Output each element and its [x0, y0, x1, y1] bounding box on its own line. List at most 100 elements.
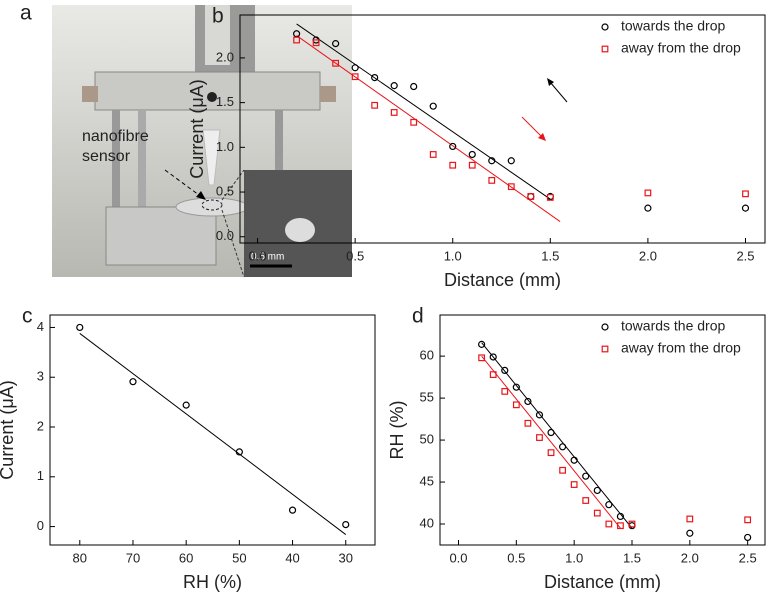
point	[512, 401, 520, 409]
point	[744, 533, 752, 542]
photo	[52, 5, 352, 278]
y-tick-label: 1.0	[216, 139, 234, 154]
point	[686, 515, 694, 523]
y-axis-label: RH (%)	[387, 401, 407, 460]
y-axis-label: Current (μA)	[187, 79, 207, 178]
arrow-head	[547, 78, 554, 86]
fit-line	[296, 35, 561, 222]
point	[468, 150, 476, 159]
y-tick-label: 55	[420, 390, 434, 405]
point	[501, 366, 509, 375]
fit-line	[481, 355, 621, 529]
point	[558, 443, 567, 451]
point	[536, 434, 543, 441]
point	[371, 73, 379, 82]
point	[570, 481, 578, 488]
point	[429, 151, 437, 158]
panel-label: d	[412, 305, 424, 328]
x-tick-label: 60	[179, 550, 193, 565]
point	[351, 64, 359, 72]
scale-bar-label: 0.5 mm	[251, 252, 284, 263]
y-tick-label: 2.0	[216, 49, 234, 64]
x-tick-label: 0.0	[449, 550, 467, 565]
point	[605, 501, 613, 509]
point	[410, 118, 418, 126]
point	[449, 142, 457, 151]
point	[351, 73, 359, 81]
panel-label: a	[20, 2, 32, 25]
x-tick-label: 1.0	[444, 248, 462, 263]
panel-label: b	[212, 5, 224, 28]
point	[501, 387, 509, 395]
point	[524, 419, 532, 427]
fit-line	[481, 342, 633, 529]
point	[593, 486, 601, 495]
point	[559, 466, 566, 474]
point	[547, 428, 555, 437]
point	[182, 401, 190, 409]
x-tick-label: 40	[285, 550, 299, 565]
x-tick-label: 30	[339, 550, 353, 565]
point	[468, 161, 476, 169]
point	[76, 323, 84, 332]
point	[527, 193, 535, 200]
y-tick-label: 40	[420, 515, 434, 530]
point	[524, 397, 532, 406]
x-tick-label: 2.5	[739, 550, 757, 565]
legend-marker	[601, 45, 609, 53]
point	[546, 194, 554, 201]
legend-label: towards the drop	[621, 318, 725, 334]
x-tick-label: 0.0	[249, 248, 267, 263]
y-tick-label: 0.0	[216, 228, 234, 243]
x-tick-label: 80	[73, 550, 87, 565]
y-tick-label: 60	[420, 348, 434, 363]
legend-marker	[601, 23, 609, 31]
y-tick-label: 0	[37, 518, 44, 533]
point	[582, 497, 590, 504]
point	[616, 512, 625, 521]
annotation: sensor	[82, 148, 131, 165]
panel-label: c	[22, 305, 33, 328]
x-tick-label: 0.5	[346, 248, 364, 263]
point	[547, 449, 555, 457]
point	[535, 411, 544, 419]
point	[390, 82, 398, 90]
point	[742, 190, 749, 198]
point	[449, 161, 457, 169]
y-tick-label: 3	[37, 369, 44, 384]
fit-line	[296, 23, 551, 200]
plot-frame	[439, 314, 766, 546]
legend-label: towards the drop	[621, 18, 725, 34]
x-axis-label: Distance (mm)	[444, 270, 561, 290]
annotation: nanofibre	[82, 128, 149, 145]
x-tick-label: 70	[126, 550, 140, 565]
point	[478, 354, 486, 362]
x-axis-label: Distance (mm)	[544, 572, 661, 592]
x-tick-label: 0.5	[507, 550, 525, 565]
y-tick-label: 2	[37, 418, 44, 433]
x-tick-label: 50	[232, 550, 246, 565]
point	[332, 59, 340, 67]
point	[488, 177, 496, 184]
y-tick-label: 45	[420, 473, 434, 488]
point	[527, 192, 535, 201]
arrow	[521, 116, 543, 138]
point	[582, 472, 590, 480]
legend-marker	[601, 345, 609, 353]
x-tick-label: 1.5	[623, 550, 641, 565]
point	[332, 40, 340, 48]
point	[593, 509, 601, 517]
fit-line	[79, 333, 347, 535]
point	[628, 520, 636, 528]
y-tick-label: 1	[37, 468, 44, 483]
arrow-head	[538, 133, 546, 141]
point	[744, 516, 752, 524]
legend-label: away from the drop	[621, 340, 741, 356]
point	[129, 378, 137, 386]
point	[390, 109, 398, 116]
point	[293, 36, 300, 44]
x-tick-label: 2.0	[639, 248, 657, 263]
y-axis-label: Current (μA)	[0, 380, 17, 479]
legend-label: away from the drop	[621, 40, 741, 56]
